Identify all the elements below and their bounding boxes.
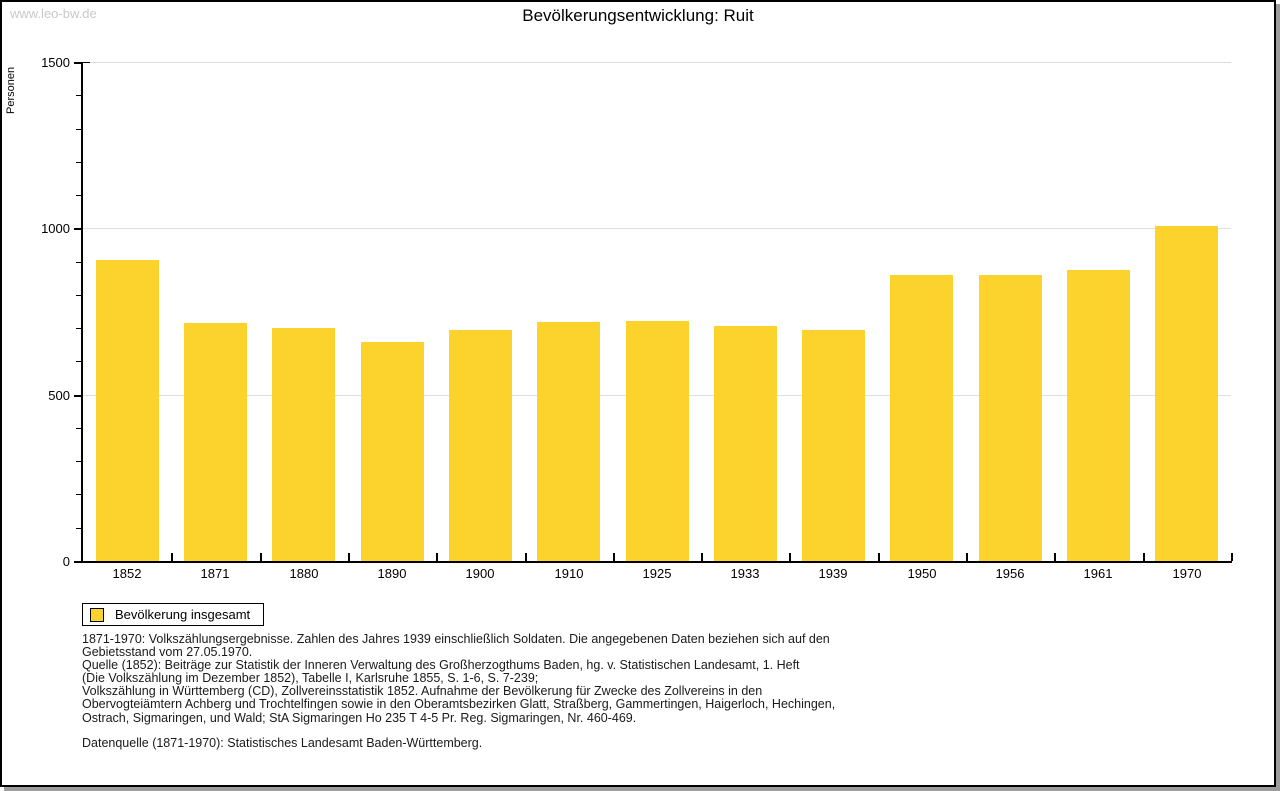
y-minor-tick xyxy=(76,528,81,529)
y-minor-tick xyxy=(76,262,81,263)
x-tick-label: 1925 xyxy=(642,566,672,581)
y-axis-top-corner xyxy=(83,62,90,63)
footnote-line: Gebietsstand vom 27.05.1970. xyxy=(82,645,253,660)
y-minor-tick xyxy=(76,494,81,495)
bar-1939 xyxy=(802,330,865,561)
x-boundary-tick xyxy=(1231,553,1233,561)
y-minor-tick xyxy=(76,129,81,130)
legend-series-label: Bevölkerung insgesamt xyxy=(115,607,251,622)
x-tick-label: 1961 xyxy=(1083,566,1113,581)
y-minor-tick xyxy=(76,162,81,163)
bar-1871 xyxy=(184,323,247,561)
x-boundary-tick xyxy=(1143,553,1145,561)
bar-1933 xyxy=(714,326,777,561)
x-tick-label: 1890 xyxy=(377,566,407,581)
x-tick-label: 1950 xyxy=(907,566,937,581)
bar-1961 xyxy=(1067,270,1130,561)
footnote-line: Quelle (1852): Beiträge zur Statistik de… xyxy=(82,658,800,673)
x-tick-label: 1880 xyxy=(289,566,319,581)
x-tick-label: 1933 xyxy=(730,566,760,581)
footnote-line: Obervogteiämtern Achberg und Trochtelfin… xyxy=(82,697,836,712)
x-tick-label: 1871 xyxy=(200,566,230,581)
legend-box: Bevölkerung insgesamt xyxy=(82,603,265,626)
x-tick-label: 1900 xyxy=(465,566,495,581)
x-tick-label: 1956 xyxy=(995,566,1025,581)
y-minor-tick xyxy=(76,328,81,329)
x-boundary-tick xyxy=(878,553,880,561)
footnote-block: 1871-1970: Volkszählungsergebnisse. Zahl… xyxy=(82,632,836,725)
x-boundary-tick xyxy=(966,553,968,561)
x-boundary-tick xyxy=(701,553,703,561)
y-major-tick xyxy=(74,62,81,64)
footnote-line: 1871-1970: Volkszählungsergebnisse. Zahl… xyxy=(82,632,830,646)
horizontal-gridline xyxy=(83,62,1231,63)
bar-1910 xyxy=(537,322,600,561)
x-boundary-tick xyxy=(436,553,438,561)
y-major-tick xyxy=(74,561,81,563)
bar-1890 xyxy=(361,342,424,561)
x-tick-label: 1852 xyxy=(112,566,142,581)
bar-1852 xyxy=(96,260,159,561)
y-minor-tick xyxy=(76,361,81,362)
x-boundary-tick xyxy=(348,553,350,561)
y-tick-label: 1000 xyxy=(41,221,70,236)
y-minor-tick xyxy=(76,461,81,462)
bar-1880 xyxy=(272,328,335,561)
x-boundary-tick xyxy=(171,553,173,561)
footnote-line: Ostrach, Sigmaringen, und Wald; StA Sigm… xyxy=(82,710,637,725)
y-minor-tick xyxy=(76,295,81,296)
bar-1925 xyxy=(626,321,689,561)
x-boundary-tick xyxy=(613,553,615,561)
x-tick-label: 1910 xyxy=(554,566,584,581)
bar-1970 xyxy=(1155,226,1218,561)
x-boundary-tick xyxy=(1054,553,1056,561)
x-tick-label: 1970 xyxy=(1172,566,1202,581)
watermark-url: www.leo-bw.de xyxy=(10,6,97,21)
y-axis-line xyxy=(81,62,83,563)
y-major-tick xyxy=(74,228,81,230)
bar-1956 xyxy=(979,275,1042,561)
x-boundary-tick xyxy=(525,553,527,561)
y-minor-tick xyxy=(76,428,81,429)
x-axis-line xyxy=(80,561,1232,563)
x-boundary-tick xyxy=(260,553,262,561)
y-tick-label: 1500 xyxy=(41,55,70,70)
y-minor-tick xyxy=(76,195,81,196)
y-tick-label: 500 xyxy=(48,388,70,403)
footnote-line: (Die Volkszählung im Dezember 1852), Tab… xyxy=(82,671,539,686)
x-boundary-tick xyxy=(789,553,791,561)
horizontal-gridline xyxy=(83,228,1231,229)
bar-1950 xyxy=(890,275,953,561)
legend-color-swatch xyxy=(90,607,104,622)
x-tick-label: 1939 xyxy=(818,566,848,581)
bar-1900 xyxy=(449,330,512,561)
datasource-note: Datenquelle (1871-1970): Statistisches L… xyxy=(82,736,483,750)
y-major-tick xyxy=(74,395,81,397)
y-minor-tick xyxy=(76,95,81,96)
y-tick-label: 0 xyxy=(62,554,70,569)
footnote-line: Volkszählung in Württemberg (CD), Zollve… xyxy=(82,684,763,699)
chart-title: Bevölkerungsentwicklung: Ruit xyxy=(522,6,754,25)
